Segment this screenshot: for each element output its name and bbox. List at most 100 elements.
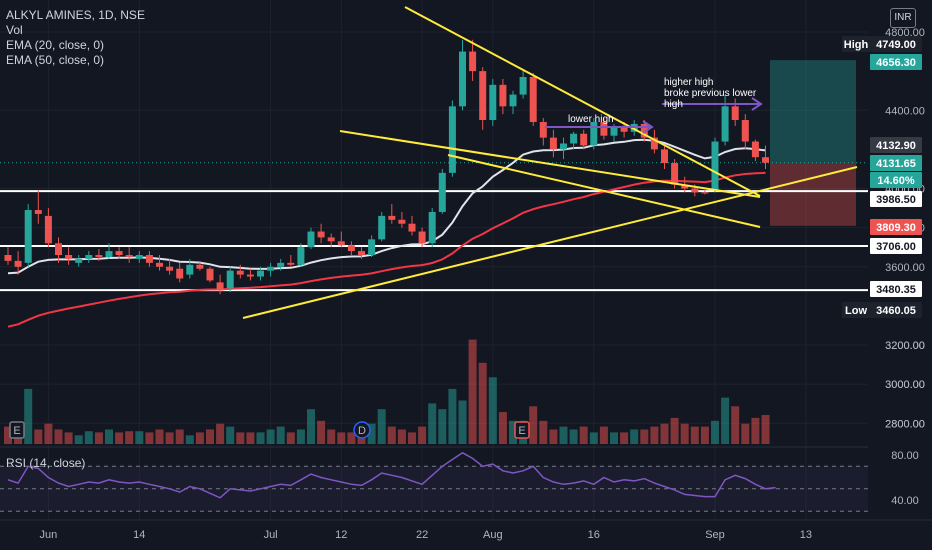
volume-bar <box>751 417 760 444</box>
legend-volume[interactable]: Vol <box>6 23 23 37</box>
trendline <box>447 154 761 228</box>
time-tick: Aug <box>483 529 503 541</box>
candle-body <box>610 127 618 136</box>
volume-bar <box>620 432 629 444</box>
candle-body <box>661 149 668 164</box>
candle-body <box>236 270 244 275</box>
volume-bar <box>761 415 770 444</box>
trendlines[interactable] <box>242 6 858 319</box>
volume-bar <box>347 432 356 444</box>
volume-bar <box>630 429 639 444</box>
candle-body <box>14 260 22 267</box>
price-badge-value: 4132.90 <box>876 140 916 152</box>
indicator-legend: ALKYL AMINES, 1D, NSE Vol EMA (20, close… <box>6 8 145 68</box>
currency-badge[interactable]: INR <box>890 8 916 28</box>
candle-body <box>489 84 497 121</box>
candle-body <box>44 215 52 244</box>
volume-bar <box>286 432 295 444</box>
candle-body <box>499 84 507 107</box>
ema-lines <box>7 138 766 328</box>
volume-bar <box>54 429 63 444</box>
price-badge-value: 14.60% <box>877 175 915 187</box>
volume-bar <box>569 429 578 444</box>
event-marker-label: E <box>13 425 20 437</box>
price-badge <box>870 191 922 207</box>
time-tick: 12 <box>335 529 347 541</box>
higher-high-label: broke previous lower <box>664 88 757 99</box>
volume-bar <box>599 426 608 444</box>
candle-body <box>135 255 143 259</box>
volume-bar <box>458 400 467 444</box>
candle-body <box>65 255 73 259</box>
trendline <box>339 130 761 198</box>
price-tick: 3200.00 <box>885 340 925 352</box>
volume-bar <box>509 420 517 444</box>
price-badge-value: 4131.65 <box>876 158 916 170</box>
rsi-legend[interactable]: RSI (14, close) <box>6 456 86 470</box>
time-tick: Jun <box>40 529 58 541</box>
candle-body <box>105 251 113 257</box>
volume-axis-tick: 3000.00 <box>885 379 925 391</box>
long-position-tool[interactable] <box>770 60 856 226</box>
candle-body <box>358 251 365 256</box>
price-badge <box>870 238 922 254</box>
volume-bar <box>367 423 376 444</box>
time-axis[interactable]: Jun 14 Jul 12 22 Aug 16 Sep 13 <box>0 519 932 550</box>
volume-bar <box>498 412 507 444</box>
candle-body <box>620 127 628 132</box>
legend-ema50[interactable]: EMA (50, close, 0) <box>6 53 105 67</box>
event-marker-label: E <box>518 425 525 437</box>
ema20-line <box>7 138 766 275</box>
candle-body <box>469 51 477 72</box>
volume-bar <box>276 426 285 444</box>
candle-body <box>408 223 416 232</box>
candle-body <box>428 211 436 244</box>
candle-body <box>721 106 729 142</box>
candle-body <box>277 262 285 267</box>
symbol-title[interactable]: ALKYL AMINES, 1D, NSE <box>6 8 145 22</box>
time-tick: Sep <box>705 529 725 541</box>
volume-bar <box>125 431 134 444</box>
volume-bar <box>94 432 103 444</box>
volume-bar <box>397 429 406 444</box>
volume-bar <box>468 339 477 444</box>
price-badge-value: 3706.00 <box>876 241 916 253</box>
volume-bar <box>488 377 497 444</box>
dividend-marker <box>353 421 371 439</box>
candle-body <box>570 133 578 144</box>
candle-body <box>166 266 174 271</box>
lower-high-arrowhead <box>642 120 654 134</box>
candle-body <box>529 76 537 122</box>
position-stop-zone <box>770 162 856 226</box>
candle-body <box>24 210 32 263</box>
horizontal-levels[interactable] <box>0 162 868 292</box>
candle-body <box>762 157 769 163</box>
candle-body <box>34 210 42 214</box>
volume-bar <box>155 429 164 444</box>
candle-body <box>438 172 446 212</box>
candle-body <box>519 76 527 95</box>
time-tick: Jul <box>264 529 278 541</box>
volume-bar <box>377 409 386 444</box>
candle-body <box>741 120 749 142</box>
higher-high-label: higher high <box>664 77 713 88</box>
volume-bar <box>84 431 93 444</box>
rsi-pane <box>0 446 868 512</box>
rsi-line <box>7 451 776 499</box>
volume-bar <box>327 429 336 444</box>
volume-bar <box>539 420 548 444</box>
trendline <box>404 6 761 197</box>
volume-bar <box>731 406 740 444</box>
price-badge-value: 4656.30 <box>876 57 916 69</box>
price-axis[interactable]: 2800.003000.003200.003600.003800.004000.… <box>842 0 932 520</box>
volume-bar <box>296 429 305 444</box>
legend-ema20[interactable]: EMA (20, close, 0) <box>6 38 105 52</box>
rsi-tick: 80.00 <box>891 450 919 462</box>
candle-body <box>95 255 103 257</box>
candle-body <box>85 255 93 259</box>
volume-bar <box>408 432 416 444</box>
candle-body <box>751 141 759 158</box>
